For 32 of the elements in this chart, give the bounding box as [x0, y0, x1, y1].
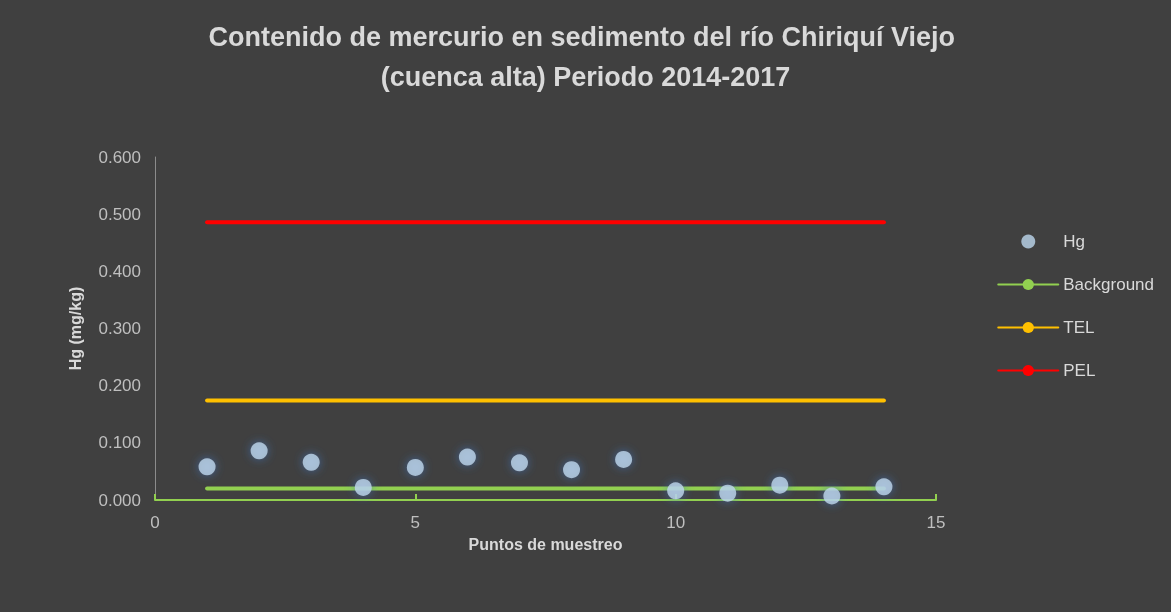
x-tick-label: 5 — [410, 513, 421, 532]
point — [250, 442, 268, 460]
y-tick-label: 0.500 — [98, 204, 141, 224]
point — [563, 461, 581, 479]
point — [771, 476, 789, 494]
y-tick-label: 0.200 — [98, 376, 141, 396]
x-tick-label: 0 — [150, 513, 160, 532]
legend-label: TEL — [1063, 318, 1095, 337]
point — [615, 450, 633, 468]
point — [875, 478, 893, 496]
point — [823, 487, 841, 505]
point — [719, 484, 737, 502]
point — [667, 482, 685, 500]
y-tick-label: 0.300 — [98, 319, 141, 338]
chart-title: Contenido de mercurio en sedimento del río Chiriquí Viejo (cuenca alta) Periodo 2014-2017 — [208, 22, 963, 92]
y-tick-label: 0.600 — [98, 147, 141, 167]
y-tick-label: 0.000 — [98, 490, 141, 510]
y-tick-label: 0.100 — [98, 433, 141, 453]
point — [354, 478, 372, 496]
y-tick-label: 0.400 — [98, 261, 141, 281]
point — [510, 454, 528, 472]
legend-label: Background — [1063, 275, 1155, 294]
x-tick-label: 10 — [666, 513, 686, 532]
x-axis-title: Puntos de muestreo — [468, 535, 623, 553]
y-axis-title: Hg (mg/kg) — [66, 286, 84, 371]
point — [458, 448, 476, 466]
legend-label: PEL — [1063, 361, 1096, 380]
point — [406, 458, 424, 476]
legend-label: Hg — [1063, 232, 1086, 251]
point — [302, 453, 320, 471]
x-tick-label: 15 — [926, 513, 946, 532]
point — [198, 458, 216, 476]
